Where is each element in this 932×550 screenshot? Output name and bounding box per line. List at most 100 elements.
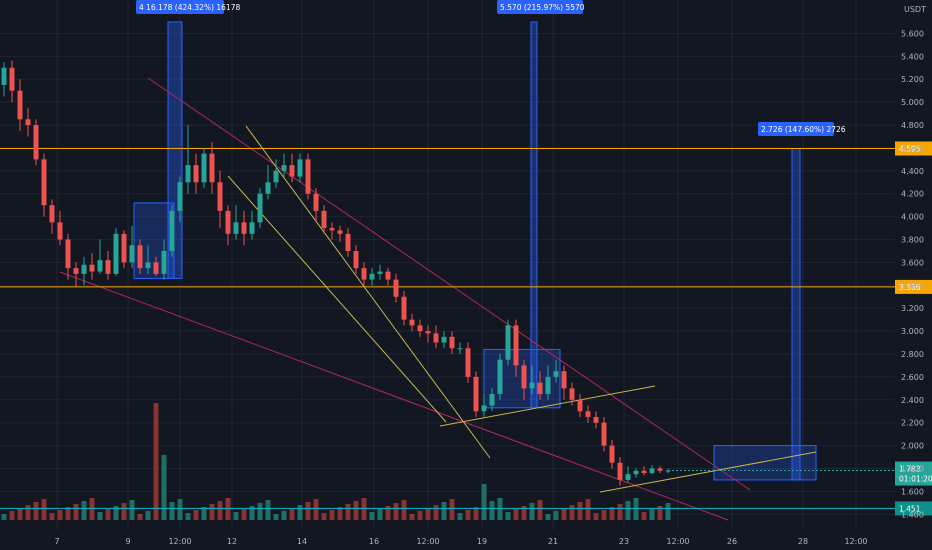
candle-body (641, 470, 647, 474)
candle-body (569, 388, 575, 400)
y-tick-label: 2.600 (901, 373, 924, 382)
volume-bar (209, 504, 215, 520)
volume-bar (353, 501, 359, 520)
candle-body (113, 233, 119, 274)
price-level-tag (895, 141, 932, 156)
volume-bar (169, 502, 175, 520)
y-tick-label: 4.200 (901, 190, 924, 199)
candle-body (633, 470, 639, 475)
price-level-label: 4.595 (899, 145, 921, 154)
marker-tag (895, 501, 932, 516)
volume-bar (241, 509, 247, 520)
trend-line (439, 385, 656, 427)
measurement-label-box (758, 122, 834, 136)
trend-line (599, 451, 817, 493)
y-tick-label: 5.000 (901, 98, 924, 107)
measurement-label-box (497, 0, 583, 14)
volume-bar (481, 484, 487, 520)
volume-bar (625, 501, 631, 520)
volume-bar (377, 509, 383, 520)
volume-bar (521, 506, 527, 520)
volume-bar (585, 499, 591, 520)
volume-bar (577, 502, 583, 520)
candle-body (121, 233, 127, 263)
candle-body (193, 165, 199, 183)
candle-body (185, 165, 191, 183)
candle-body (209, 153, 215, 183)
volume-bar (17, 508, 23, 520)
volume-bar (529, 503, 535, 520)
volume-bar (649, 509, 655, 520)
candle-body (433, 333, 439, 343)
candle-body (73, 268, 79, 274)
volume-bar (305, 502, 311, 520)
trend-line (227, 175, 447, 423)
volume-bar (257, 503, 263, 520)
time-axis[interactable]: 7 9 12:00 12 14 16 12:00 19 21 23 12:00 26 28 12:00 (54, 537, 867, 546)
trend-line (245, 125, 491, 459)
candle-body (649, 468, 655, 474)
x-tick-label: 12:00 (666, 537, 689, 546)
candle-body (393, 279, 399, 297)
x-tick-label: 12:00 (844, 537, 867, 546)
volume-bar (281, 511, 287, 520)
candle-body (25, 119, 31, 126)
volume-bar (385, 506, 391, 520)
candle-body (1, 67, 7, 85)
volume-bar (321, 513, 327, 520)
measure-box-target (713, 445, 817, 481)
volume-bar (345, 504, 351, 520)
candle-body (545, 376, 551, 395)
volume-bar (9, 511, 15, 520)
volume-bar (417, 511, 423, 520)
volume-bar (113, 506, 119, 520)
candle-body (321, 210, 327, 229)
candle-body (473, 376, 479, 412)
volume-bar (657, 506, 663, 520)
volume-bar (89, 498, 95, 520)
candle-body (217, 182, 223, 211)
candle-body (505, 325, 511, 360)
candle-body (377, 271, 383, 274)
volume-bar (473, 507, 479, 520)
candle-body (233, 222, 239, 234)
candle-body (41, 159, 47, 206)
volume-bar (553, 511, 559, 520)
volume-bar (505, 512, 511, 520)
volume-bar (369, 512, 375, 520)
candle-body (57, 222, 63, 240)
measurement-label: 4 16.178 (424.32%) 16178 (139, 3, 240, 12)
candle-body (281, 165, 287, 171)
volume-bar (329, 510, 335, 520)
candle-body (457, 348, 463, 350)
candle-body (585, 411, 591, 417)
y-tick-label: 5.600 (901, 29, 924, 38)
candle-body (297, 159, 303, 177)
volume-bar (409, 514, 415, 520)
volume-bar (1, 514, 7, 520)
volume-bar (401, 500, 407, 520)
countdown-label: 01:01:20 (899, 475, 932, 484)
x-tick-label: 19 (477, 537, 487, 546)
volume-bar (489, 501, 495, 520)
candle-body (561, 371, 567, 389)
candle-body (345, 233, 351, 251)
candle-body (385, 271, 391, 280)
price-axis[interactable]: USDT 5.600 5.400 5.200 5.000 4.800 4.600 4.400… (901, 5, 926, 519)
candle-body (49, 205, 55, 223)
candle-body (137, 245, 143, 269)
volume-bar (105, 509, 111, 520)
candle-body (537, 382, 543, 395)
candle-body (417, 325, 423, 332)
candle-body (97, 260, 103, 272)
x-tick-label: 26 (727, 537, 737, 546)
candlesticks (1, 60, 671, 486)
y-tick-label: 2.200 (901, 419, 924, 428)
volume-bar (177, 499, 183, 520)
volume-bar (457, 513, 463, 520)
x-tick-label: 7 (54, 537, 59, 546)
volume-bar (561, 508, 567, 520)
volume-bar (97, 512, 103, 520)
volume-bar (393, 503, 399, 520)
